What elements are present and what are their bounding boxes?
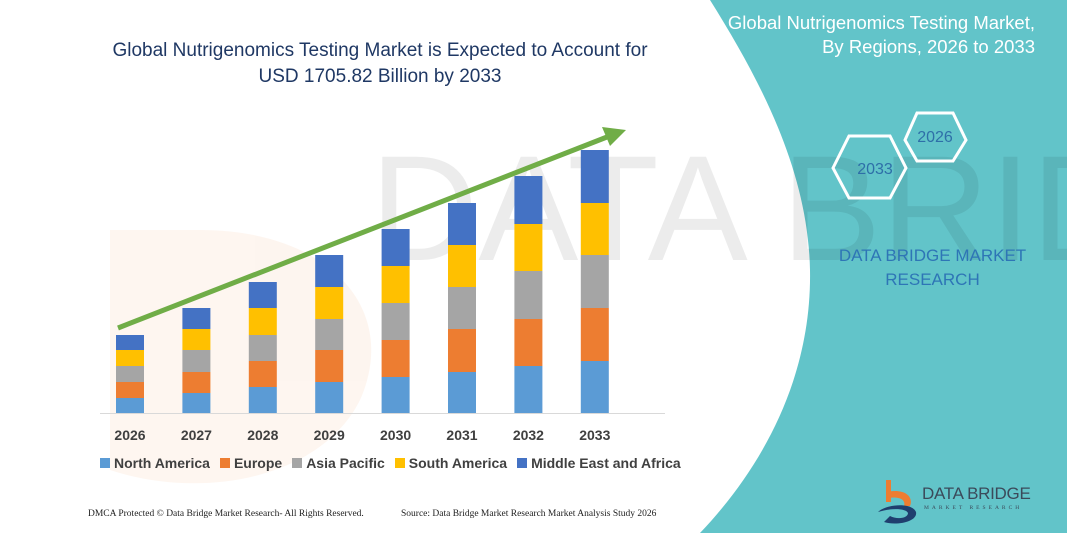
- watermark: DATA BRIDGE: [110, 124, 1067, 484]
- bar-segment-2028-north-america: [248, 387, 277, 413]
- bar-segment-2031-middle-east-and-africa: [448, 203, 476, 245]
- chart-title: Global Nutrigenomics Testing Market is E…: [112, 40, 648, 87]
- hexagon-icons: [831, 111, 968, 200]
- bar-segment-2027-asia-pacific: [182, 350, 211, 372]
- logo-subtext: MARKET RESEARCH: [924, 505, 1023, 511]
- bar-segment-2026-europe: [116, 382, 144, 398]
- legend-swatch: [394, 458, 405, 468]
- x-tick-label-2030: 2030: [380, 427, 411, 443]
- data-bridge-logo-icon: [878, 480, 917, 524]
- legend-swatch: [219, 458, 230, 468]
- x-tick-label-2028: 2028: [247, 427, 278, 443]
- bar-segment-2028-europe: [248, 361, 277, 387]
- bar-segment-2032-north-america: [514, 366, 543, 413]
- bar-segment-2029-europe: [315, 350, 344, 382]
- x-tick-label-2029: 2029: [314, 427, 345, 443]
- bar-segment-2032-asia-pacific: [514, 271, 543, 319]
- brand-text: DATA BRIDGE MARKET RESEARCH: [838, 246, 1027, 289]
- legend-label: South America: [408, 455, 508, 471]
- bar-segment-2031-europe: [448, 329, 476, 372]
- legend-item-middle-east-and-africa: Middle East and Africa: [517, 455, 681, 471]
- bar-segment-2030-south-america: [381, 266, 410, 303]
- bar-segment-2026-south-america: [116, 350, 144, 366]
- trend-arrow: [117, 127, 626, 331]
- legend: North America Europe Asia Pacific South Ame…: [100, 455, 681, 471]
- footer-source: Source: Data Bridge Market Research Mark…: [401, 509, 657, 519]
- hexagon-2033: [831, 134, 908, 200]
- hex-label-2026: 2026: [917, 129, 953, 146]
- legend-item-north-america: North America: [100, 455, 210, 471]
- bar-segment-2027-north-america: [182, 393, 211, 413]
- side-panel-title: Global Nutrigenomics Testing Market, By …: [727, 12, 1035, 57]
- hex-label-2033: 2033: [857, 161, 893, 178]
- legend-label: North America: [114, 455, 210, 471]
- bar-segment-2027-middle-east-and-africa: [182, 308, 211, 329]
- bar-segment-2031-north-america: [448, 372, 476, 413]
- bar-segment-2027-south-america: [182, 329, 211, 350]
- bar-segment-2028-south-america: [248, 308, 277, 335]
- logo-text: DATA BRIDGE: [922, 484, 1031, 503]
- hexagon-2026: [903, 111, 968, 163]
- bar-segment-2032-europe: [514, 319, 543, 366]
- bar-segment-2026-north-america: [116, 398, 144, 413]
- legend-label: Middle East and Africa: [531, 455, 681, 471]
- legend-label: Europe: [233, 455, 283, 471]
- x-tick-label-2027: 2027: [181, 427, 212, 443]
- bar-segment-2030-asia-pacific: [381, 303, 410, 340]
- bar-segment-2032-south-america: [514, 224, 543, 271]
- bar-segment-2029-north-america: [315, 382, 344, 413]
- bar-segment-2030-middle-east-and-africa: [381, 229, 410, 266]
- bar-segment-2033-asia-pacific: [580, 255, 609, 308]
- bar-segment-2033-europe: [580, 308, 609, 361]
- bar-segment-2031-south-america: [448, 245, 476, 287]
- bar-segment-2033-middle-east-and-africa: [580, 150, 609, 203]
- bar-segment-2029-middle-east-and-africa: [315, 255, 344, 287]
- x-tick-label-2026: 2026: [114, 427, 145, 443]
- legend-swatch: [100, 458, 110, 468]
- legend-swatch: [517, 458, 528, 468]
- bar-segment-2030-north-america: [381, 377, 410, 413]
- legend-swatch: [292, 458, 303, 468]
- bar-segment-2029-asia-pacific: [315, 319, 344, 350]
- bar-segment-2028-middle-east-and-africa: [248, 282, 277, 308]
- x-tick-label-2033: 2033: [579, 427, 610, 443]
- bar-segment-2031-asia-pacific: [448, 287, 476, 329]
- bar-segment-2027-europe: [182, 372, 211, 393]
- bar-segment-2026-asia-pacific: [116, 366, 144, 382]
- legend-item-europe: Europe: [219, 455, 283, 471]
- x-tick-label-2032: 2032: [513, 427, 544, 443]
- bar-segment-2030-europe: [381, 340, 410, 377]
- bar-segment-2028-asia-pacific: [248, 335, 277, 361]
- legend-item-south-america: South America: [394, 455, 508, 471]
- bar-segment-2033-south-america: [580, 203, 609, 255]
- side-panel-shape: [700, 0, 1067, 533]
- legend-item-asia-pacific: Asia Pacific: [292, 455, 385, 471]
- svg-text:DATA BRIDGE: DATA BRIDGE: [370, 124, 1067, 292]
- footer-copyright: DMCA Protected © Data Bridge Market Rese…: [88, 509, 364, 519]
- x-tick-label-2031: 2031: [446, 427, 477, 443]
- bar-segment-2029-south-america: [315, 287, 344, 319]
- bar-segment-2026-middle-east-and-africa: [116, 335, 144, 350]
- legend-label: Asia Pacific: [306, 455, 385, 471]
- bar-segment-2032-middle-east-and-africa: [514, 176, 543, 224]
- bar-segment-2033-north-america: [580, 361, 609, 413]
